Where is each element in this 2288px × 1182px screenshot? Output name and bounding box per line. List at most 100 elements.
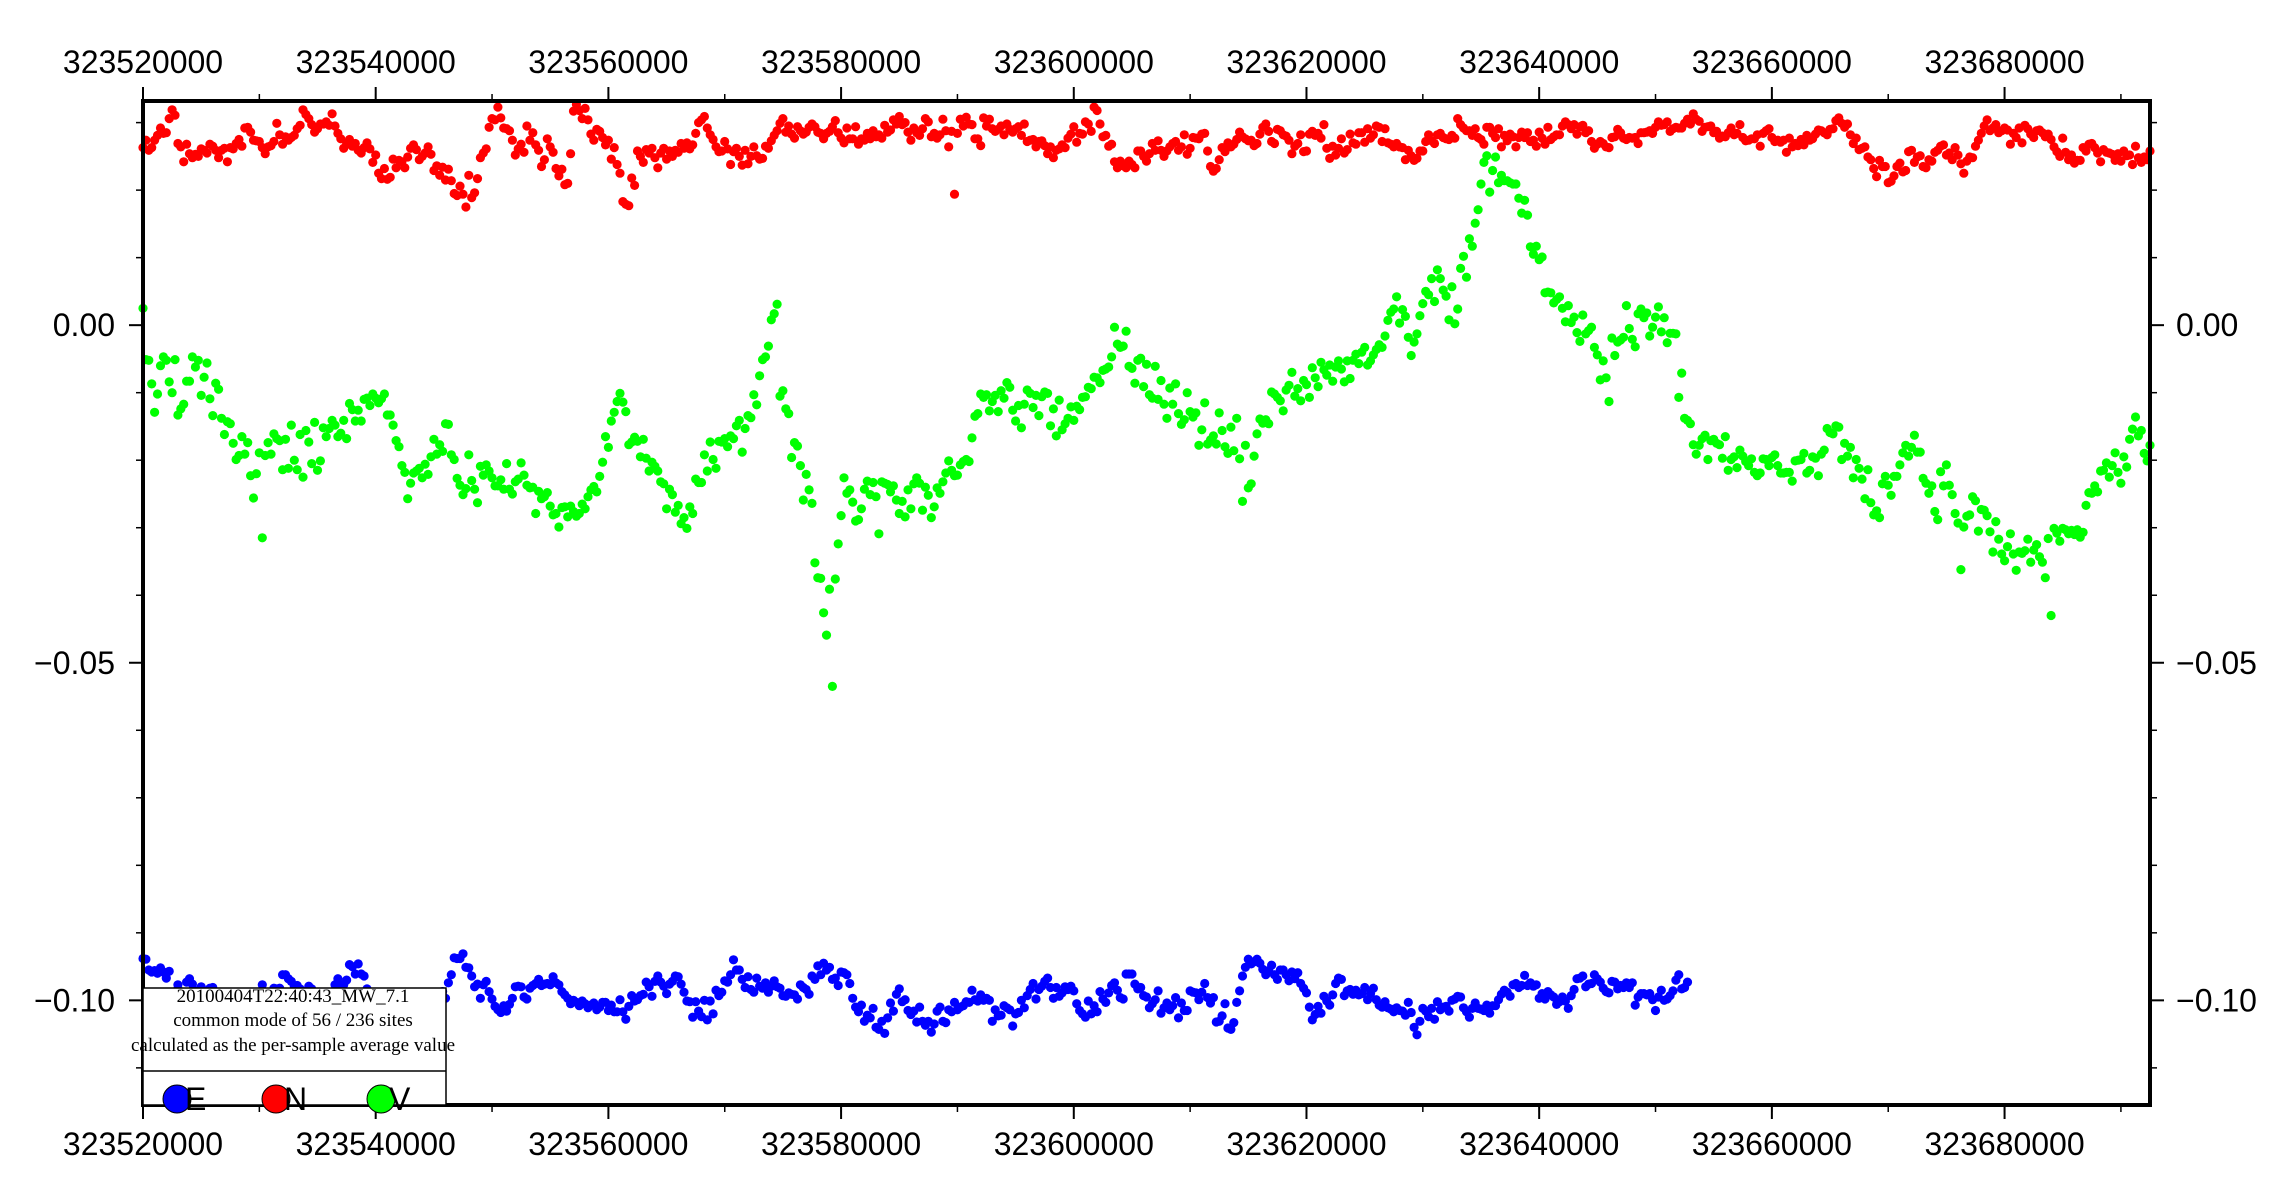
point-V <box>1720 432 1730 442</box>
point-N <box>330 121 340 131</box>
y-tick-label-left: 0.00 <box>53 307 115 343</box>
point-N <box>563 178 573 188</box>
point-E <box>1304 1002 1314 1012</box>
point-V <box>688 508 698 519</box>
point-N <box>2096 157 2106 167</box>
point-N <box>484 122 494 132</box>
point-N <box>516 139 526 149</box>
point-N <box>403 152 413 162</box>
point-V <box>1604 396 1614 407</box>
point-N <box>458 189 468 199</box>
point-N <box>758 153 768 163</box>
point-V <box>1723 465 1733 475</box>
point-V <box>1927 481 1937 491</box>
point-V <box>1395 318 1405 328</box>
point-V <box>1171 379 1181 389</box>
point-V <box>1217 425 1227 436</box>
point-V <box>2122 462 2132 472</box>
point-V <box>429 434 439 444</box>
point-E <box>708 1009 718 1019</box>
point-E <box>342 975 352 985</box>
point-V <box>952 470 963 480</box>
point-V <box>353 405 363 415</box>
point-E <box>1429 1014 1440 1024</box>
point-E <box>1563 1003 1573 1014</box>
point-V <box>321 432 331 442</box>
point-N <box>179 157 189 167</box>
point-E <box>1217 1011 1227 1021</box>
point-E <box>1171 993 1181 1003</box>
point-N <box>2011 132 2021 143</box>
point-N <box>917 124 928 134</box>
point-E <box>1031 994 1041 1004</box>
point-E <box>705 996 715 1006</box>
point-N <box>2116 156 2126 166</box>
point-V <box>755 371 765 381</box>
point-E <box>1168 1001 1178 1011</box>
point-E <box>1403 997 1413 1008</box>
x-tick-label-top: 323540000 <box>296 44 456 80</box>
point-V <box>580 504 590 514</box>
point-N <box>1418 146 1428 156</box>
point-E <box>1682 977 1693 987</box>
point-E <box>618 1007 628 1017</box>
point-V <box>531 508 541 519</box>
point-N <box>1141 156 1152 166</box>
point-V <box>1895 460 1905 470</box>
point-V <box>792 441 803 451</box>
point-E <box>888 1006 899 1016</box>
point-E <box>673 972 683 982</box>
point-N <box>1072 137 1082 147</box>
point-E <box>1197 987 1207 997</box>
point-N <box>519 147 529 157</box>
point-N <box>976 141 986 151</box>
point-E <box>1432 997 1442 1007</box>
point-V <box>1717 453 1727 463</box>
point-V <box>1691 449 1701 459</box>
x-tick-label-top: 323640000 <box>1459 44 1619 80</box>
point-E <box>1368 983 1378 993</box>
point-V <box>257 533 267 543</box>
point-N <box>1336 134 1346 144</box>
point-V <box>598 457 608 467</box>
point-V <box>609 407 619 417</box>
point-V <box>1019 399 1029 409</box>
point-E <box>967 985 977 995</box>
point-N <box>1906 145 1917 155</box>
point-V <box>292 465 302 475</box>
point-V <box>1441 291 1451 301</box>
point-E <box>1336 974 1346 985</box>
point-V <box>1293 384 1303 394</box>
y-tick-label-right: −0.10 <box>2176 982 2257 1018</box>
point-N <box>789 133 800 143</box>
point-V <box>1586 322 1597 332</box>
point-E <box>1008 1021 1018 1031</box>
point-N <box>894 111 904 122</box>
point-E <box>1069 986 1079 996</box>
point-N <box>784 121 794 131</box>
point-V <box>1787 476 1797 486</box>
point-V <box>251 469 261 479</box>
point-N <box>885 125 896 135</box>
point-N <box>638 157 648 167</box>
point-N <box>583 115 593 125</box>
point-N <box>1287 149 1297 159</box>
point-N <box>193 151 203 161</box>
point-N <box>1872 172 1882 182</box>
point-V <box>248 493 259 503</box>
point-N <box>1921 163 1931 173</box>
point-V <box>449 454 459 465</box>
point-V <box>1296 396 1306 406</box>
point-V <box>1630 342 1640 352</box>
point-V <box>1130 378 1140 388</box>
point-N <box>1363 124 1373 134</box>
point-N <box>534 145 544 155</box>
point-N <box>2046 134 2056 145</box>
legend-label-N: N <box>284 1081 307 1117</box>
point-E <box>475 993 485 1003</box>
point-E <box>717 987 727 997</box>
point-E <box>1267 960 1277 970</box>
point-V <box>461 484 471 494</box>
point-V <box>2130 412 2141 422</box>
point-V <box>874 529 884 539</box>
